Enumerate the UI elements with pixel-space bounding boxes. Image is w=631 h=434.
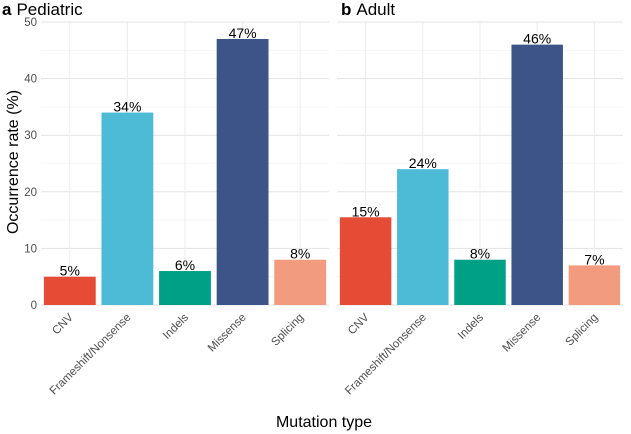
bar-labels-adult: 15% 24% 8% 46% 7% (352, 31, 605, 268)
bars-adult (339, 44, 621, 305)
data-label: 8% (290, 246, 310, 262)
y-tick-label: 50 (24, 17, 37, 29)
bar-splicing-adult (568, 265, 621, 305)
panel-name: Pediatric (16, 0, 83, 19)
bar-cnv-pediatric (43, 276, 96, 305)
x-axis-title: Mutation type (276, 414, 372, 431)
data-label: 47% (229, 25, 257, 41)
x-tick-label: CNV (50, 311, 76, 337)
x-tick-label: Splicing (269, 312, 306, 349)
panel-title-adult: b Adult (341, 0, 395, 19)
data-label: 34% (113, 99, 141, 115)
bar-cnv-adult (339, 217, 392, 305)
bar-missense-adult (511, 44, 563, 305)
x-tick-label: CNV (346, 311, 372, 337)
x-tick-label: Splicing (564, 312, 601, 349)
bar-indels-adult (454, 259, 506, 305)
y-tick-label: 0 (31, 300, 37, 312)
x-tick-label: Missense (500, 312, 543, 355)
y-tick-label: 30 (24, 130, 37, 142)
x-tick-label: Indels (456, 311, 486, 341)
bars-pediatric (43, 38, 327, 305)
data-label: 8% (470, 246, 490, 262)
x-tick-label: Indels (161, 311, 191, 341)
bar-missense-pediatric (216, 38, 269, 305)
y-tick-label: 20 (24, 187, 37, 199)
data-label: 7% (584, 251, 604, 267)
panel-adult: b Adult 15%24%8%46%7% CNVFrameshift/Nonse… (337, 0, 623, 397)
panel-letter: b (341, 0, 351, 19)
data-label: 24% (409, 155, 437, 171)
data-label: 15% (352, 203, 380, 219)
y-tick-label: 10 (24, 243, 37, 255)
bar-frameshift-nonsense-pediatric (101, 112, 154, 305)
bar-splicing-pediatric (274, 259, 327, 305)
bar-frameshift-nonsense-adult (397, 169, 449, 305)
panel-title-pediatric: a Pediatric (2, 0, 83, 19)
x-tick-label: Missense (206, 312, 249, 355)
bar-indels-pediatric (159, 271, 211, 305)
data-label: 46% (523, 31, 551, 47)
y-tick-label: 40 (24, 74, 37, 86)
y-axis-title: Occurrence rate (%) (5, 90, 22, 234)
y-ticks: 0 10 20 30 40 50 (24, 17, 37, 312)
data-label: 5% (60, 263, 80, 279)
panel-name: Adult (356, 0, 395, 19)
data-label: 6% (175, 257, 195, 273)
bar-labels-pediatric: 5% 34% 6% 47% 8% (60, 25, 311, 279)
panel-letter: a (2, 0, 12, 19)
